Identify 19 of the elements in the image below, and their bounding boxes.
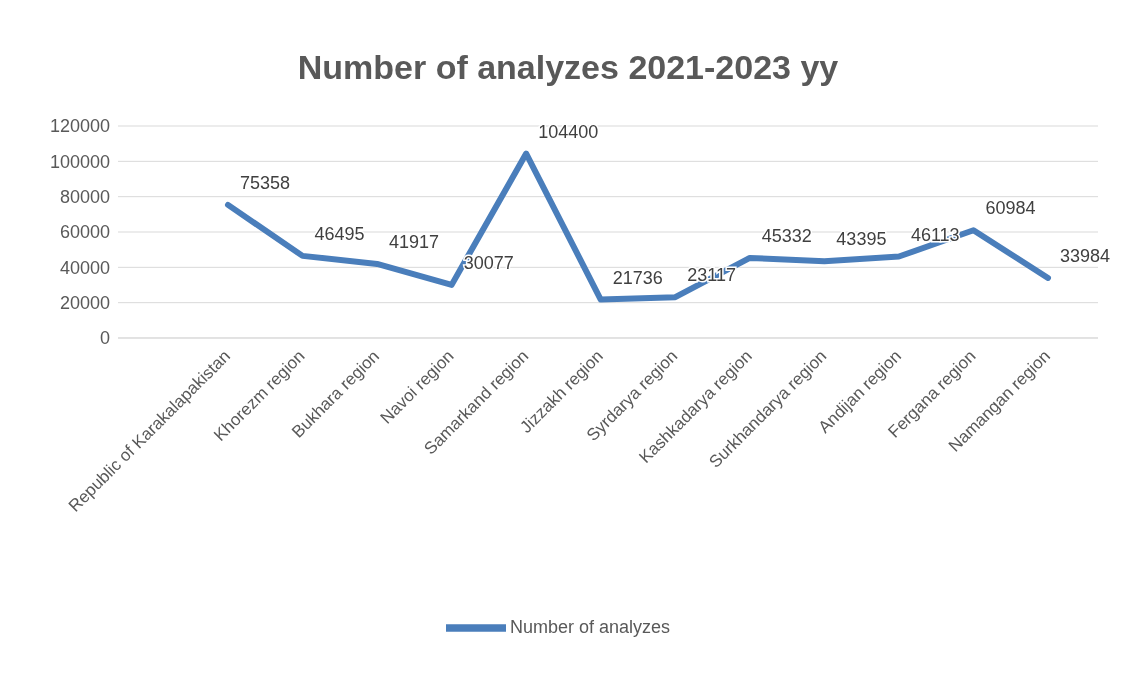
legend-label: Number of analyzes xyxy=(509,616,671,637)
y-tick-label: 120000 xyxy=(49,116,110,137)
y-tick-label: 20000 xyxy=(59,293,110,314)
y-tick-label: 80000 xyxy=(59,187,110,208)
data-label: 104400 xyxy=(538,121,599,142)
data-label: 43395 xyxy=(836,229,887,250)
data-label: 41917 xyxy=(389,231,440,252)
chart-title: Number of analyzes 2021-2023 yy xyxy=(296,47,840,88)
y-tick-label: 0 xyxy=(99,328,110,349)
data-label: 46113 xyxy=(910,224,960,245)
data-label: 46495 xyxy=(314,223,365,244)
y-tick-label: 40000 xyxy=(59,257,110,278)
data-label: 45332 xyxy=(761,225,812,246)
data-label: 75358 xyxy=(240,172,291,193)
data-label: 60984 xyxy=(985,198,1036,219)
data-label: 33984 xyxy=(1060,245,1111,266)
y-tick-label: 60000 xyxy=(59,222,110,243)
y-tick-label: 100000 xyxy=(49,151,110,172)
data-label: 21736 xyxy=(612,267,663,288)
